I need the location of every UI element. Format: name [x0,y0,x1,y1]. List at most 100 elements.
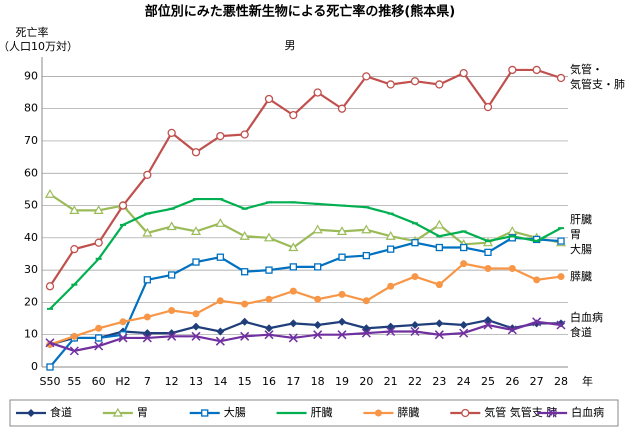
y-tick-label: 80 [24,102,38,115]
x-tick-label: 19 [335,375,349,388]
annotation: 大腸 [570,242,592,256]
marker [192,258,200,266]
x-tick-label: 55 [67,375,81,388]
marker [508,265,516,273]
marker [435,243,443,252]
marker [215,218,226,227]
marker [484,248,492,257]
x-tick-label: 18 [311,375,325,388]
annotation: 気管・ [570,62,603,76]
marker [459,328,469,338]
marker [410,326,420,337]
marker [190,226,202,235]
x-tick-label: 17 [286,375,300,388]
marker [191,331,201,341]
legend-label: 食道 [50,405,72,419]
x-tick-label: 60 [92,375,106,388]
marker [166,221,177,231]
legend-label: 気管 気管支 肺 [484,405,557,419]
marker [533,276,541,284]
y-tick-label: 10 [24,328,38,341]
marker [93,205,104,214]
legend-label: 大腸 [224,405,246,419]
marker [387,245,395,253]
marker [265,295,273,303]
marker [70,332,78,340]
x-tick-label: 27 [530,375,544,388]
marker [264,330,274,340]
x-tick-label: 28 [554,375,568,388]
marker [118,333,128,343]
marker [95,324,103,332]
marker [484,265,492,273]
marker [556,320,566,330]
marker [45,338,55,348]
marker [435,319,444,328]
x-tick-label: S50 [40,375,61,388]
marker [46,363,54,371]
marker [168,306,176,314]
marker [216,327,225,336]
marker [112,407,123,417]
marker [435,80,444,89]
legend-label: 胃 [137,406,148,419]
marker [167,331,177,341]
marker [216,131,225,141]
x-tick-label: 14 [213,375,227,388]
x-tick-label: 25 [481,375,495,388]
annotation: 気管支・肺 [570,77,625,91]
marker [240,317,249,326]
marker [507,325,517,335]
marker [362,251,370,260]
marker [263,232,275,242]
y-tick-label: 70 [24,134,38,147]
x-tick-label: 20 [359,375,373,388]
marker [191,148,201,157]
marker [264,94,274,104]
marker [265,324,273,333]
x-tick-label: 21 [384,375,398,388]
y-axis-label: （人口10万対） [0,39,78,53]
marker [241,268,249,276]
legend-label: 白血病 [571,405,604,419]
marker [216,253,224,261]
marker [289,319,298,328]
marker [361,224,372,234]
marker [312,224,323,234]
legend-box [9,399,619,427]
marker [45,282,55,291]
x-axis-label: 年 [582,374,593,388]
marker [313,88,322,97]
marker [314,295,322,303]
chart-title: 部位別にみた悪性新生物による死亡率の推移(熊本県) [145,4,456,20]
marker [338,317,346,326]
marker [557,319,565,328]
series-line [49,262,562,346]
marker [241,300,249,308]
marker [483,102,493,112]
marker [361,328,371,338]
x-tick-label: 23 [432,375,446,388]
marker [556,73,566,83]
marker [411,239,419,247]
x-tick-label: 7 [144,375,151,388]
marker [411,321,419,330]
marker [337,330,347,340]
marker [168,271,176,279]
y-axis-label: 死亡率 [16,25,49,39]
marker [239,231,250,240]
marker [240,130,249,139]
marker [336,226,348,235]
marker [461,408,470,418]
marker [362,297,370,305]
marker [532,65,541,75]
marker [289,287,297,295]
marker [215,336,225,346]
annotation: 白血病 [570,310,603,324]
marker [411,273,419,281]
marker [143,313,151,321]
x-tick-label: 22 [408,375,422,388]
marker [288,242,299,252]
x-tick-label: 26 [505,375,519,388]
